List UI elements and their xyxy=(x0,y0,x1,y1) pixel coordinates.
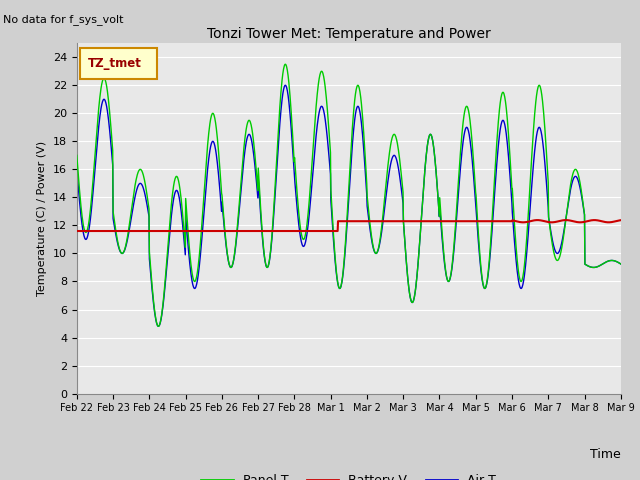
Text: Time: Time xyxy=(590,448,621,461)
Text: TZ_tmet: TZ_tmet xyxy=(88,57,142,70)
Legend: Panel T, Battery V, Air T: Panel T, Battery V, Air T xyxy=(196,469,501,480)
Title: Tonzi Tower Met: Temperature and Power: Tonzi Tower Met: Temperature and Power xyxy=(207,27,491,41)
Text: No data for f_sys_volt: No data for f_sys_volt xyxy=(3,14,124,25)
Y-axis label: Temperature (C) / Power (V): Temperature (C) / Power (V) xyxy=(37,141,47,296)
